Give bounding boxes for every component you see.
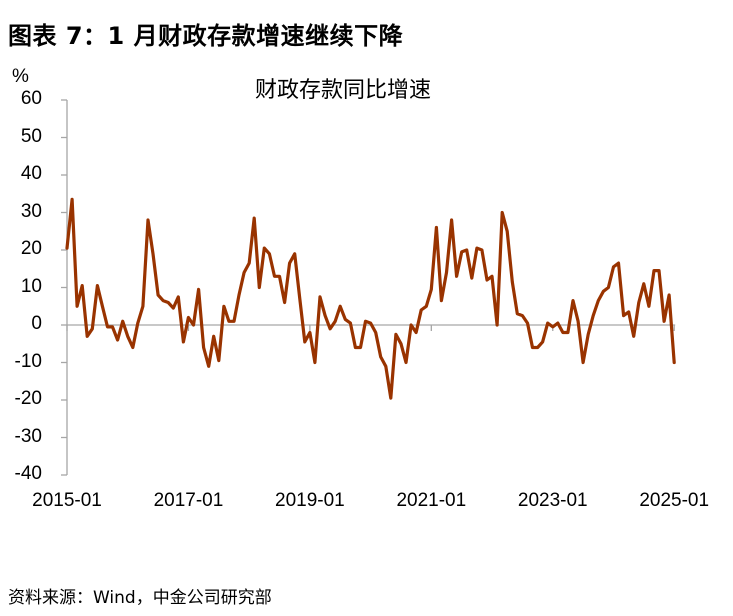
x-tick-label: 2021-01	[396, 490, 467, 511]
x-tick-label: 2015-01	[32, 490, 102, 511]
y-tick-label: -20	[14, 388, 42, 409]
axes	[61, 99, 676, 476]
y-tick-label: 30	[20, 200, 42, 222]
figure-title: 图表 7：1 月财政存款增速继续下降	[8, 22, 404, 50]
y-tick-label: -30	[14, 425, 42, 447]
chart-title: 财政存款同比增速	[255, 78, 432, 103]
y-tick-label: -10	[14, 350, 42, 372]
y-tick-label: 40	[20, 163, 42, 184]
y-tick-label: 20	[20, 238, 42, 259]
y-tick-label: 60	[20, 88, 42, 109]
y-tick-label: -40	[14, 463, 42, 484]
y-axis-unit-label: %	[12, 66, 29, 87]
x-tick-label: 2017-01	[153, 490, 224, 511]
source-note: 资料来源：Wind，中金公司研究部	[8, 588, 272, 608]
x-tick-label: 2019-01	[275, 490, 345, 511]
series-line	[65, 197, 676, 400]
y-tick-label: 10	[20, 275, 42, 297]
x-tick-label: 2025-01	[639, 490, 710, 511]
x-tick-label: 2023-01	[517, 490, 588, 511]
y-tick-label: 50	[20, 125, 42, 147]
y-tick-label: 0	[31, 313, 42, 334]
